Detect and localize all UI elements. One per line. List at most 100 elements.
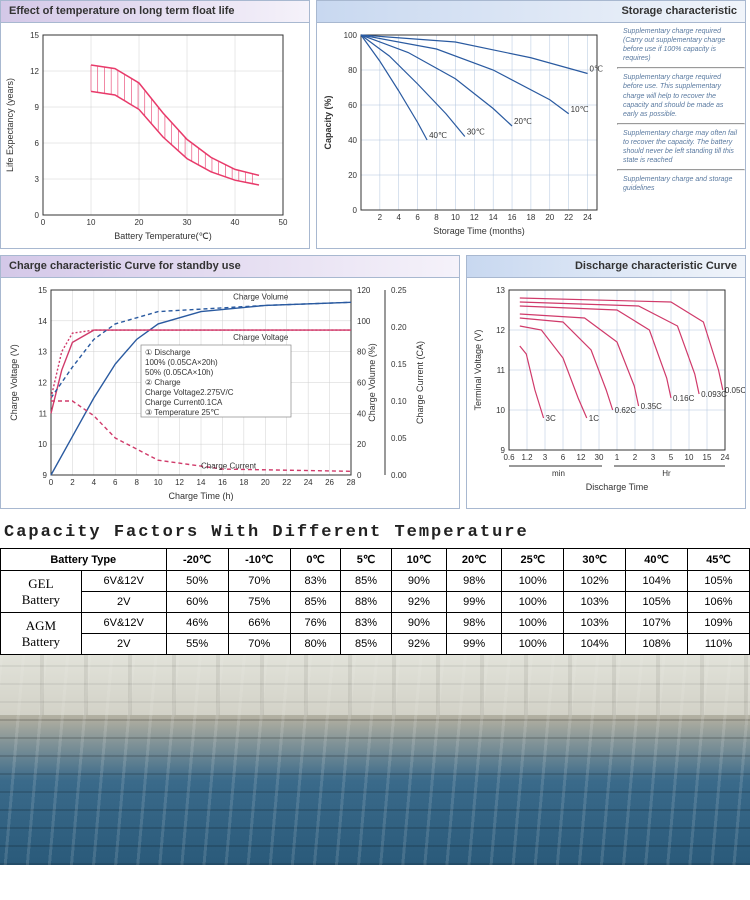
value-cell: 108% (626, 634, 688, 655)
svg-text:14: 14 (38, 317, 47, 326)
svg-text:30℃: 30℃ (467, 128, 485, 137)
svg-text:18: 18 (239, 478, 248, 487)
svg-text:8: 8 (434, 213, 439, 222)
value-cell: 106% (687, 592, 749, 613)
value-cell: 80% (290, 634, 340, 655)
value-cell: 103% (564, 613, 626, 634)
table-header: -20℃ (166, 549, 228, 571)
svg-text:28: 28 (347, 478, 356, 487)
svg-text:Charge Voltage2.275V/C: Charge Voltage2.275V/C (145, 388, 234, 397)
svg-text:12: 12 (30, 67, 39, 76)
value-cell: 103% (564, 592, 626, 613)
svg-text:20: 20 (348, 171, 357, 180)
value-cell: 83% (341, 613, 391, 634)
svg-text:11: 11 (497, 366, 506, 375)
svg-text:30: 30 (183, 218, 192, 227)
svg-text:10: 10 (87, 218, 96, 227)
value-cell: 98% (447, 613, 502, 634)
svg-text:20: 20 (135, 218, 144, 227)
capacity-table: Battery Type-20℃-10℃0℃5℃10℃20℃25℃30℃40℃4… (0, 548, 750, 655)
table-header: 25℃ (502, 549, 564, 571)
svg-text:Charge Volume: Charge Volume (233, 292, 289, 301)
value-cell: 104% (564, 634, 626, 655)
svg-text:30: 30 (595, 453, 604, 462)
storage-note: Supplementary charge may often fail to r… (617, 125, 745, 169)
svg-text:12: 12 (577, 453, 586, 462)
table-row: AGMBattery6V&12V46%66%76%83%90%98%100%10… (1, 613, 750, 634)
svg-text:3: 3 (35, 175, 40, 184)
float-life-panel: Effect of temperature on long term float… (0, 0, 310, 249)
value-cell: 60% (166, 592, 228, 613)
svg-text:0.25: 0.25 (391, 286, 407, 295)
svg-text:Charge Current0.1CA: Charge Current0.1CA (145, 398, 223, 407)
svg-text:6: 6 (35, 139, 40, 148)
svg-text:6: 6 (113, 478, 118, 487)
charge-title: Charge characteristic Curve for standby … (1, 256, 459, 278)
value-cell: 100% (502, 592, 564, 613)
table-header: 5℃ (341, 549, 391, 571)
svg-text:10℃: 10℃ (571, 105, 589, 114)
table-header: 10℃ (391, 549, 446, 571)
value-cell: 92% (391, 634, 446, 655)
storage-panel: Storage characteristic 02040608010024681… (316, 0, 746, 249)
svg-text:60: 60 (348, 101, 357, 110)
svg-text:24: 24 (721, 453, 730, 462)
svg-text:0℃: 0℃ (590, 65, 603, 74)
value-cell: 55% (166, 634, 228, 655)
value-cell: 98% (447, 571, 502, 592)
svg-text:0: 0 (41, 218, 46, 227)
value-cell: 85% (341, 634, 391, 655)
svg-text:11: 11 (39, 409, 48, 418)
svg-text:Discharge Time: Discharge Time (586, 482, 649, 492)
svg-text:Charge Time (h): Charge Time (h) (168, 491, 233, 501)
svg-text:2: 2 (378, 213, 383, 222)
svg-text:0: 0 (353, 206, 358, 215)
svg-text:Capacity (%): Capacity (%) (323, 95, 333, 149)
svg-text:0.15: 0.15 (391, 360, 407, 369)
table-header: 20℃ (447, 549, 502, 571)
value-cell: 70% (228, 571, 290, 592)
svg-text:24: 24 (304, 478, 313, 487)
sub-type-cell: 2V (81, 592, 166, 613)
value-cell: 75% (228, 592, 290, 613)
svg-text:5: 5 (669, 453, 674, 462)
svg-text:Charge Current (CA): Charge Current (CA) (415, 341, 425, 424)
battery-type-cell: GELBattery (1, 571, 82, 613)
svg-text:12: 12 (470, 213, 479, 222)
value-cell: 83% (290, 571, 340, 592)
sub-type-cell: 6V&12V (81, 613, 166, 634)
storage-notes: Supplementary charge required (Carry out… (617, 23, 745, 248)
storage-note: Supplementary charge required (Carry out… (617, 23, 745, 67)
svg-text:40: 40 (348, 136, 357, 145)
svg-text:0: 0 (35, 211, 40, 220)
svg-text:40: 40 (231, 218, 240, 227)
float-life-chart: 0369121501020304050Battery Temperature(℃… (1, 23, 309, 248)
svg-text:Charge Voltage (V): Charge Voltage (V) (9, 344, 19, 421)
value-cell: 90% (391, 571, 446, 592)
charge-panel: Charge characteristic Curve for standby … (0, 255, 460, 509)
value-cell: 109% (687, 613, 749, 634)
value-cell: 92% (391, 592, 446, 613)
table-header: 0℃ (290, 549, 340, 571)
svg-text:③ Temperature 25℃: ③ Temperature 25℃ (145, 408, 219, 417)
svg-text:0.16C: 0.16C (673, 394, 695, 403)
capacity-section-title: Capacity Factors With Different Temperat… (0, 515, 750, 548)
value-cell: 99% (447, 634, 502, 655)
sub-type-cell: 6V&12V (81, 571, 166, 592)
svg-text:min: min (552, 469, 565, 478)
svg-text:15: 15 (38, 286, 47, 295)
svg-text:Charge Volume (%): Charge Volume (%) (367, 343, 377, 422)
svg-text:② Charge: ② Charge (145, 378, 181, 387)
svg-text:3: 3 (543, 453, 548, 462)
svg-text:50% (0.05CA×10h): 50% (0.05CA×10h) (145, 368, 214, 377)
svg-text:40: 40 (357, 409, 366, 418)
svg-text:18: 18 (526, 213, 535, 222)
table-header: 30℃ (564, 549, 626, 571)
svg-text:100: 100 (357, 317, 371, 326)
svg-text:10: 10 (38, 440, 47, 449)
svg-text:0.20: 0.20 (391, 323, 407, 332)
svg-text:50: 50 (279, 218, 288, 227)
value-cell: 104% (626, 571, 688, 592)
value-cell: 107% (626, 613, 688, 634)
svg-text:12: 12 (175, 478, 184, 487)
